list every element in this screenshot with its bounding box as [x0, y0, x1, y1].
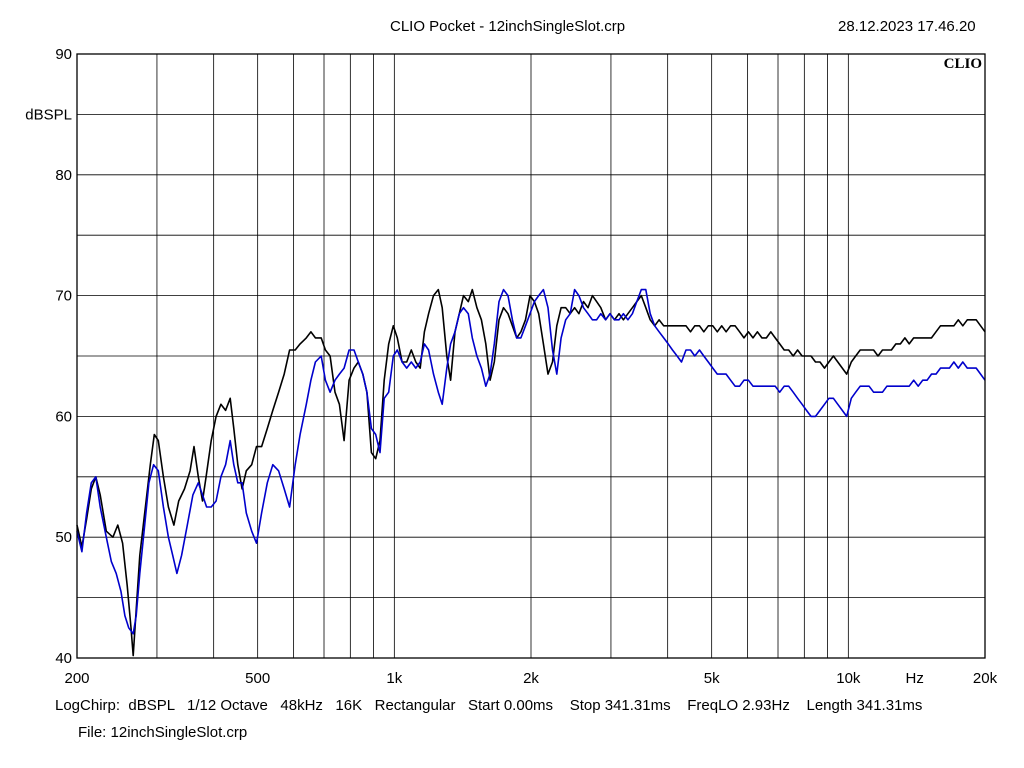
measurement-timestamp: 28.12.2023 17.46.20: [838, 18, 976, 35]
x-axis-unit-label: Hz: [906, 670, 924, 687]
plot-grid: [77, 54, 985, 658]
y-tick-label: 90: [55, 46, 72, 63]
x-tick-label: 10k: [836, 670, 861, 687]
x-tick-label: 1k: [386, 670, 402, 687]
series-line-black: [76, 288, 986, 657]
y-tick-label: 80: [55, 167, 72, 184]
file-name: File: 12inchSingleSlot.crp: [78, 724, 248, 741]
plot-series: [76, 288, 986, 657]
chart-title: CLIO Pocket - 12inchSingleSlot.crp: [390, 18, 626, 35]
x-tick-label: 500: [245, 670, 270, 687]
measurement-settings: LogChirp: dBSPL 1/12 Octave 48kHz 16K Re…: [55, 697, 923, 714]
y-tick-label: 60: [55, 408, 72, 425]
y-tick-label: 70: [55, 288, 72, 305]
x-tick-label: 20k: [973, 670, 998, 687]
y-tick-label: 40: [55, 650, 72, 667]
y-axis-unit-label: dBSPL: [25, 106, 72, 123]
plot-frame: [76, 53, 986, 659]
clio-brand-label: CLIO: [944, 56, 982, 72]
y-tick-label: 50: [55, 529, 72, 546]
x-tick-label: 2k: [523, 670, 539, 687]
axis-labels: 90 80 70 60 50 40 dBSPL 200 500 1k 2k 5k 10k 20k Hz CLI…: [25, 46, 997, 687]
x-tick-label: 5k: [704, 670, 720, 687]
x-tick-label: 200: [64, 670, 89, 687]
series-line-blue: [76, 288, 986, 635]
